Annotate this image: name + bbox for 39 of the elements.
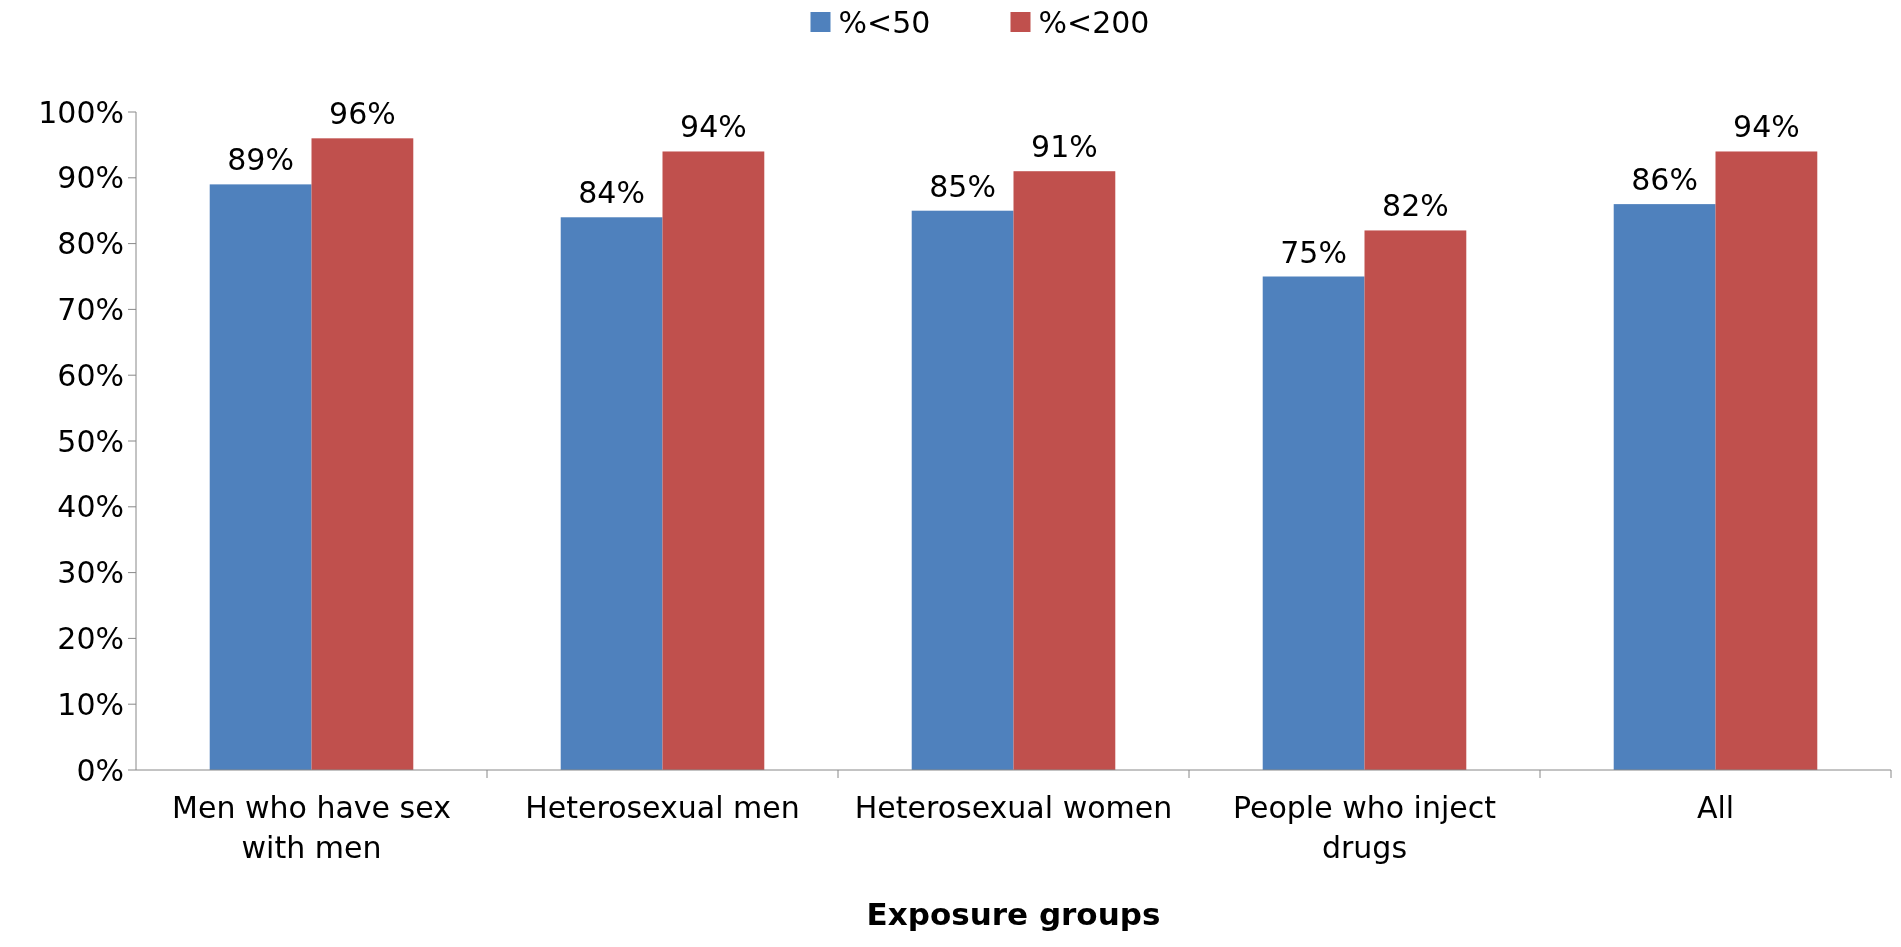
y-tick-label: 30% bbox=[57, 555, 124, 591]
data-label: 75% bbox=[1280, 234, 1347, 270]
x-axis-title: Exposure groups bbox=[866, 896, 1161, 932]
bar bbox=[662, 151, 765, 770]
x-tick-label: People who inject drugs bbox=[1232, 790, 1497, 865]
bar bbox=[1364, 230, 1467, 770]
bar bbox=[311, 138, 414, 770]
data-label: 96% bbox=[329, 96, 396, 132]
y-tick-label: 50% bbox=[57, 423, 124, 459]
legend-label: %<200 bbox=[1038, 4, 1150, 40]
y-tick-label: 70% bbox=[57, 291, 124, 327]
y-tick-label: 0% bbox=[76, 752, 124, 788]
y-tick-label: 40% bbox=[57, 489, 124, 525]
bar bbox=[560, 217, 663, 770]
bar bbox=[1262, 276, 1365, 770]
data-label: 89% bbox=[227, 142, 294, 178]
y-tick-label: 80% bbox=[57, 226, 124, 262]
bar bbox=[1613, 204, 1716, 770]
data-label: 84% bbox=[578, 175, 645, 211]
y-tick-label: 20% bbox=[57, 620, 124, 656]
y-tick-label: 10% bbox=[57, 686, 124, 722]
x-tick-label: All bbox=[1696, 790, 1735, 825]
bar bbox=[1013, 171, 1116, 770]
bar bbox=[1715, 151, 1818, 770]
data-label: 91% bbox=[1031, 129, 1098, 165]
data-label: 94% bbox=[1733, 109, 1800, 145]
data-label: 85% bbox=[929, 168, 996, 204]
y-tick-label: 100% bbox=[38, 94, 124, 130]
x-tick-label: Heterosexual men bbox=[525, 790, 800, 825]
y-tick-label: 60% bbox=[57, 357, 124, 393]
legend-label: %<50 bbox=[838, 4, 931, 40]
data-label: 86% bbox=[1631, 162, 1698, 198]
bar bbox=[209, 184, 312, 770]
x-tick-label: Heterosexual women bbox=[854, 790, 1173, 825]
bar bbox=[911, 210, 1014, 770]
x-tick-label: Men who have sex with men bbox=[172, 790, 451, 865]
y-tick-label: 90% bbox=[57, 160, 124, 196]
data-label: 82% bbox=[1382, 188, 1449, 224]
data-label: 94% bbox=[680, 109, 747, 145]
